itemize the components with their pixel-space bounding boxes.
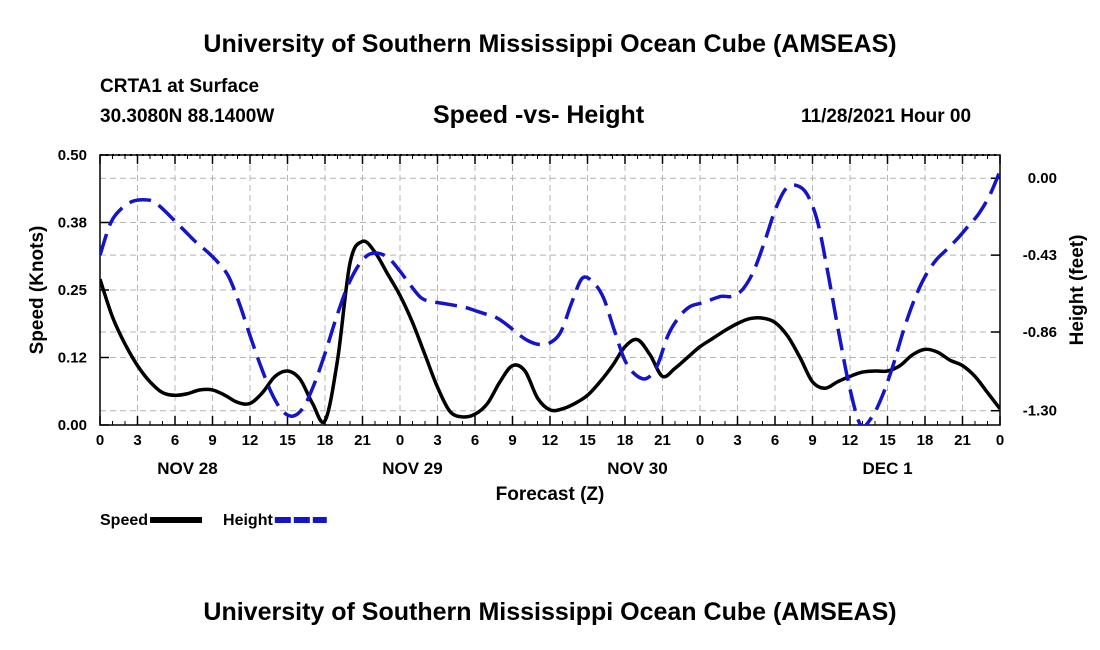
- x-tick-label: 15: [279, 432, 296, 449]
- y-left-tick-label: 0.25: [58, 282, 87, 299]
- y-left-tick-label: 0.50: [58, 147, 87, 164]
- y-left-tick-label: 0.38: [58, 215, 87, 232]
- y-right-tick-label: -0.86: [1023, 324, 1057, 341]
- y-right-tick-label: -1.30: [1023, 403, 1057, 420]
- x-tick-label: 0: [996, 432, 1004, 449]
- chart-subtitle: Speed -vs- Height: [433, 101, 645, 129]
- y-left-axis-title: Speed (Knots): [27, 226, 48, 355]
- coordinates-label: 30.3080N 88.1400W: [100, 106, 275, 127]
- x-tick-label: 6: [471, 432, 479, 449]
- y-right-tick-label: 0.00: [1028, 170, 1057, 187]
- day-label: NOV 29: [382, 459, 442, 478]
- legend-label-speed: Speed: [100, 512, 148, 529]
- x-tick-label: 0: [96, 432, 104, 449]
- x-tick-label: 6: [771, 432, 779, 449]
- x-tick-label: 18: [617, 432, 634, 449]
- day-label: NOV 30: [607, 459, 667, 478]
- x-tick-label: 21: [654, 432, 671, 449]
- x-tick-label: 15: [579, 432, 596, 449]
- x-tick-label: 12: [242, 432, 259, 449]
- x-tick-label: 18: [917, 432, 934, 449]
- x-tick-label: 0: [396, 432, 404, 449]
- x-tick-label: 21: [954, 432, 971, 449]
- day-label: DEC 1: [862, 459, 912, 478]
- x-tick-label: 6: [171, 432, 179, 449]
- station-label: CRTA1 at Surface: [100, 76, 260, 97]
- y-right-tick-label: -0.43: [1023, 247, 1057, 264]
- x-tick-label: 3: [433, 432, 441, 449]
- x-tick-label: 12: [542, 432, 559, 449]
- x-tick-label: 9: [508, 432, 516, 449]
- x-tick-label: 0: [696, 432, 704, 449]
- series-line-height: [100, 170, 1000, 425]
- x-axis-title: Forecast (Z): [496, 484, 605, 505]
- x-tick-label: 9: [208, 432, 216, 449]
- x-tick-label: 3: [133, 432, 141, 449]
- x-tick-label: 3: [733, 432, 741, 449]
- x-tick-label: 15: [879, 432, 896, 449]
- page-title: University of Southern Mississippi Ocean…: [203, 30, 897, 58]
- forecast-datetime: 11/28/2021 Hour 00: [801, 106, 972, 127]
- y-right-axis-title: Height (feet): [1067, 235, 1088, 346]
- y-left-tick-label: 0.12: [58, 350, 87, 367]
- footer-title: University of Southern Mississippi Ocean…: [203, 598, 897, 626]
- x-tick-label: 21: [354, 432, 371, 449]
- legend-label-height: Height: [223, 512, 273, 529]
- x-tick-label: 12: [842, 432, 859, 449]
- series-line-speed: [100, 239, 1000, 425]
- y-left-tick-label: 0.00: [58, 417, 87, 434]
- day-label: NOV 28: [157, 459, 217, 478]
- x-tick-label: 18: [317, 432, 334, 449]
- x-tick-label: 9: [808, 432, 816, 449]
